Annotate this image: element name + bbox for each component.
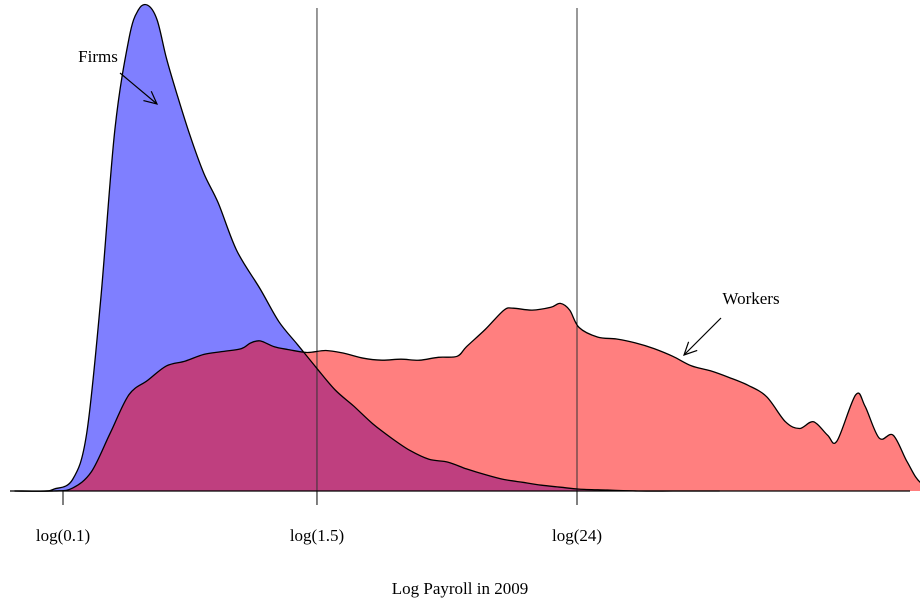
x-tick-label: log(1.5) xyxy=(290,526,344,545)
density-fills xyxy=(15,4,920,491)
annotation-workers-arrow-shaft xyxy=(684,318,721,355)
x-tick-label: log(24) xyxy=(552,526,602,545)
annotation-workers-label: Workers xyxy=(722,289,779,308)
annotation-firms-label: Firms xyxy=(78,47,118,66)
x-axis-title: Log Payroll in 2009 xyxy=(392,579,528,598)
x-tick-label: log(0.1) xyxy=(36,526,90,545)
x-axis: log(0.1) log(1.5) log(24) xyxy=(10,491,910,545)
